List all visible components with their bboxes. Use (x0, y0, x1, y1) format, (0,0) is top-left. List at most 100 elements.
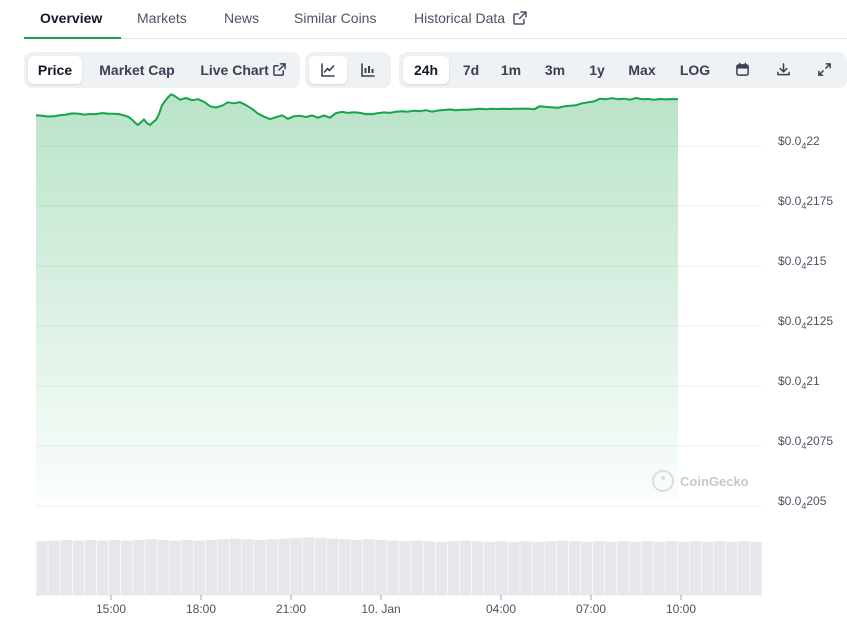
volume-bar (701, 541, 714, 595)
volume-bar (229, 538, 242, 595)
line-chart-icon (321, 62, 335, 77)
volume-bar (726, 541, 738, 595)
volume-bar (713, 541, 726, 595)
tab-bar: Overview Markets News Similar Coins Hist… (24, 0, 847, 39)
volume-bar (36, 541, 48, 595)
volume-bar (108, 539, 121, 595)
volume-bar (520, 541, 532, 595)
volume-bar (532, 541, 544, 595)
volume-bar (169, 540, 181, 595)
y-tick-label: $0.042125 (778, 314, 833, 331)
volume-bar (471, 541, 484, 595)
volume-bar (387, 540, 399, 595)
range-24h-button[interactable]: 24h (403, 56, 449, 84)
volume-bar (314, 537, 327, 595)
x-tick-label: 07:00 (576, 602, 606, 616)
volume-bar (84, 539, 97, 595)
x-tick-label: 10. Jan (361, 602, 400, 616)
volume-bar (266, 539, 278, 595)
volume-bar (217, 539, 230, 595)
volume-bar (60, 539, 72, 595)
volume-bar (750, 541, 762, 595)
external-link-icon (272, 63, 286, 77)
candlestick-button[interactable] (349, 56, 387, 84)
y-tick-label: $0.042175 (778, 194, 833, 211)
live-chart-label: Live Chart (200, 62, 269, 78)
tab-markets[interactable]: Markets (137, 10, 187, 26)
volume-bar (254, 539, 266, 595)
volume-bar (133, 539, 145, 595)
range-7d-button[interactable]: 7d (462, 62, 480, 78)
download-icon (776, 63, 790, 76)
price-button[interactable]: Price (28, 56, 82, 84)
volume-bar (326, 538, 339, 595)
fullscreen-button[interactable] (807, 56, 841, 84)
candlestick-icon (361, 62, 375, 77)
volume-bar (580, 541, 593, 595)
y-axis-labels: $0.0422 $0.042175 $0.04215 $0.042125 $0.0421… (778, 134, 833, 511)
calendar-button[interactable] (725, 56, 759, 84)
watermark-text: CoinGecko (680, 473, 749, 489)
volume-bar (48, 540, 60, 595)
volume-bar (568, 541, 581, 595)
price-area (36, 94, 678, 501)
volume-bar (738, 541, 750, 595)
x-tick-label: 10:00 (666, 602, 696, 616)
volume-bar (689, 541, 702, 595)
range-1y-button[interactable]: 1y (589, 62, 605, 78)
y-tick-label: $0.0421 (778, 374, 820, 391)
log-scale-button[interactable]: LOG (679, 62, 711, 78)
volume-bar (399, 541, 411, 595)
volume-bar (556, 540, 569, 595)
volume-bar (617, 541, 629, 595)
volume-bar (363, 539, 375, 595)
volume-bar (145, 539, 157, 595)
volume-bar (544, 541, 556, 595)
external-link-icon (513, 11, 527, 25)
volume-bar (484, 541, 496, 595)
volume-bar (278, 538, 290, 595)
volume-bar (605, 541, 617, 595)
download-button[interactable] (766, 56, 800, 84)
active-tab-indicator (24, 37, 121, 39)
tab-historical-data-label: Historical Data (414, 10, 506, 26)
volume-bar (157, 539, 169, 595)
line-chart-button[interactable] (309, 56, 347, 84)
tab-similar-coins[interactable]: Similar Coins (294, 10, 377, 26)
volume-bar (653, 541, 665, 595)
volume-bar (375, 539, 387, 595)
market-cap-button[interactable]: Market Cap (99, 62, 175, 78)
coingecko-logo-icon (652, 470, 674, 492)
y-tick-label: $0.0422 (778, 134, 820, 151)
volume-bar (96, 540, 109, 595)
tab-overview[interactable]: Overview (40, 10, 103, 26)
volume-bar (423, 541, 435, 595)
live-chart-button[interactable]: Live Chart (192, 56, 294, 84)
volume-bar (290, 537, 302, 595)
range-group: 24h 7d 1m 3m 1y Max LOG (399, 52, 847, 88)
price-line (35, 93, 679, 126)
fullscreen-icon (817, 63, 831, 77)
volume-bar (181, 539, 193, 595)
watermark: CoinGecko (652, 470, 749, 492)
volume-bar (447, 541, 460, 595)
tab-news[interactable]: News (224, 10, 260, 26)
volume-bar (121, 540, 133, 595)
range-max-button[interactable]: Max (628, 62, 656, 78)
tab-historical-data[interactable]: Historical Data (414, 10, 527, 26)
calendar-icon (735, 62, 749, 77)
range-3m-button[interactable]: 3m (544, 62, 566, 78)
volume-bar (350, 539, 363, 595)
x-tick-label: 18:00 (186, 602, 216, 616)
volume-bar (641, 541, 653, 595)
chart-type-group (305, 52, 391, 88)
volume-bar (629, 541, 641, 595)
volume-bar (338, 539, 351, 595)
y-tick-label: $0.04215 (778, 254, 827, 271)
volume-bar (508, 541, 520, 595)
volume-bar (677, 541, 690, 595)
view-toggle-group: Price Market Cap Live Chart (24, 52, 300, 88)
volume-bar (459, 540, 472, 595)
range-1m-button[interactable]: 1m (500, 62, 522, 78)
